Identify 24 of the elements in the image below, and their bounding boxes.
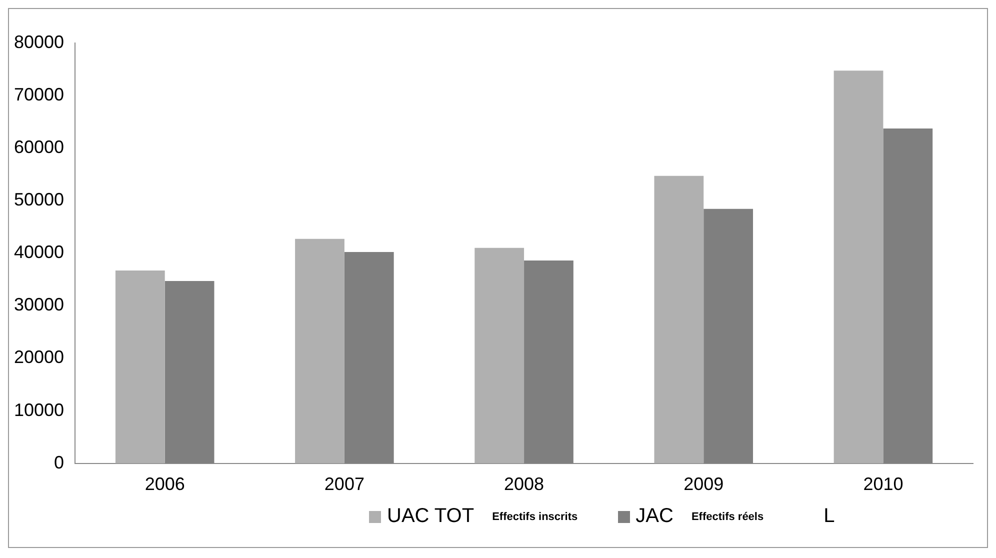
y-tick-label: 0 [54,452,64,472]
x-tick-label: 2006 [144,474,185,494]
bar [115,270,165,464]
bar [834,70,884,464]
y-tick-label: 30000 [14,294,64,315]
y-tick-label: 50000 [14,189,64,210]
bar [295,238,344,464]
x-tick-label: 2010 [863,474,904,494]
y-tick-label: 20000 [14,347,64,368]
y-tick-label: 40000 [14,242,64,262]
y-tick-label: 10000 [14,400,64,420]
bar [474,248,524,464]
y-tick-label: 80000 [14,32,64,52]
y-tick-label: 60000 [14,136,64,157]
text: L [824,505,835,528]
bar [654,176,704,464]
legend-label: JAC [636,505,674,528]
y-tick-label: 70000 [14,84,64,104]
x-tick-label: 2008 [504,474,544,494]
text: Effectifs réels [691,510,764,522]
x-tick-label: 2009 [684,474,724,494]
x-tick-label: 2007 [324,474,364,494]
legend-label: UAC TOT [387,505,474,528]
text: Effectifs inscrits [492,510,578,522]
